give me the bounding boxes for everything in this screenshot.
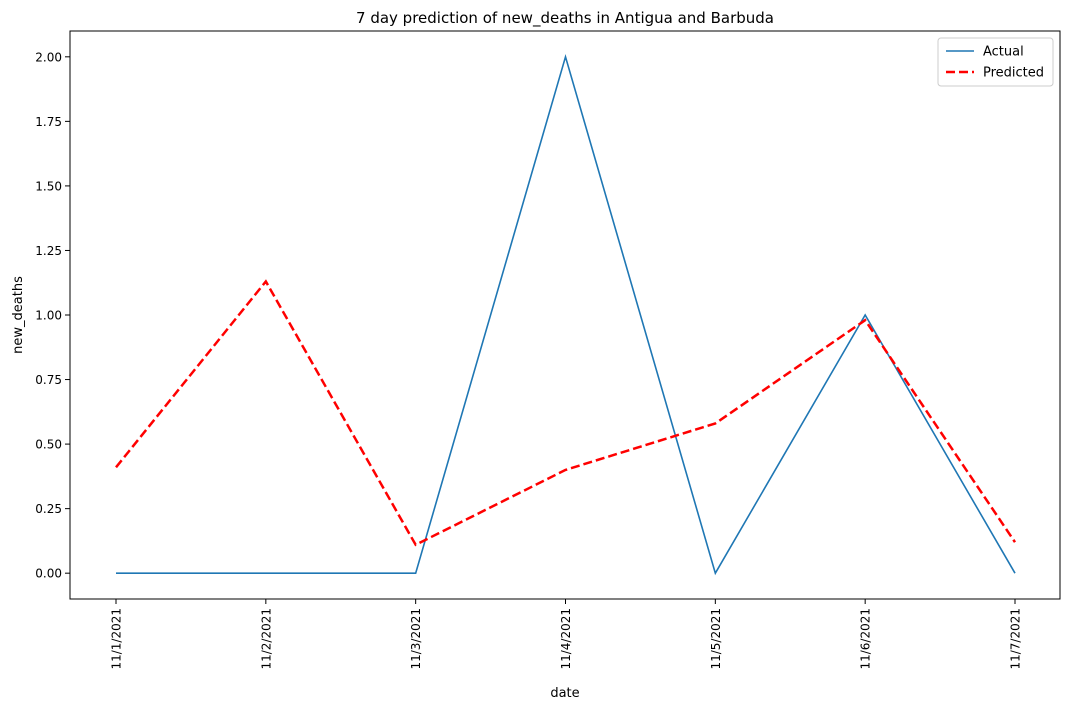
y-tick-label: 1.75 (35, 115, 62, 129)
x-tick-label: 11/2/2021 (259, 608, 273, 670)
plot-frame (69, 30, 1061, 600)
x-tick-label: 11/6/2021 (859, 608, 873, 670)
y-tick-label: 2.00 (35, 50, 62, 64)
y-tick-label: 1.25 (35, 244, 62, 258)
series-line-predicted (115, 279, 1017, 547)
x-axis-label: date (550, 686, 579, 701)
y-tick-label: 0.50 (35, 438, 62, 452)
legend-label-predicted: Predicted (983, 66, 1044, 81)
chart-title: 7 day prediction of new_deaths in Antigu… (356, 9, 774, 28)
y-axis-label: new_deaths (11, 276, 26, 354)
y-tick-label: 0.75 (35, 373, 62, 387)
x-tick-label: 11/5/2021 (709, 608, 723, 670)
y-tick-label: 0.25 (35, 502, 62, 516)
y-tick-label: 0.00 (35, 567, 62, 581)
x-tick-label: 11/3/2021 (409, 608, 423, 670)
y-axis: 0.00 0.25 0.50 0.75 1.00 1.25 1.50 1.75 2.00 (35, 50, 70, 581)
series-line-actual (116, 53, 1016, 576)
legend: Actual Predicted (937, 37, 1054, 87)
x-tick-label: 11/4/2021 (559, 608, 573, 670)
x-tick-label: 11/1/2021 (110, 608, 124, 670)
y-tick-label: 1.00 (35, 309, 62, 323)
x-axis: 11/1/2021 11/2/2021 11/3/2021 11/4/2021 11/5… (110, 599, 1023, 670)
legend-box (937, 37, 1054, 87)
y-tick-label: 1.50 (35, 179, 62, 193)
series-layer (115, 53, 1017, 576)
plot-area (69, 30, 1061, 600)
legend-label-actual: Actual (983, 45, 1024, 60)
x-tick-label: 11/7/2021 (1009, 608, 1023, 670)
